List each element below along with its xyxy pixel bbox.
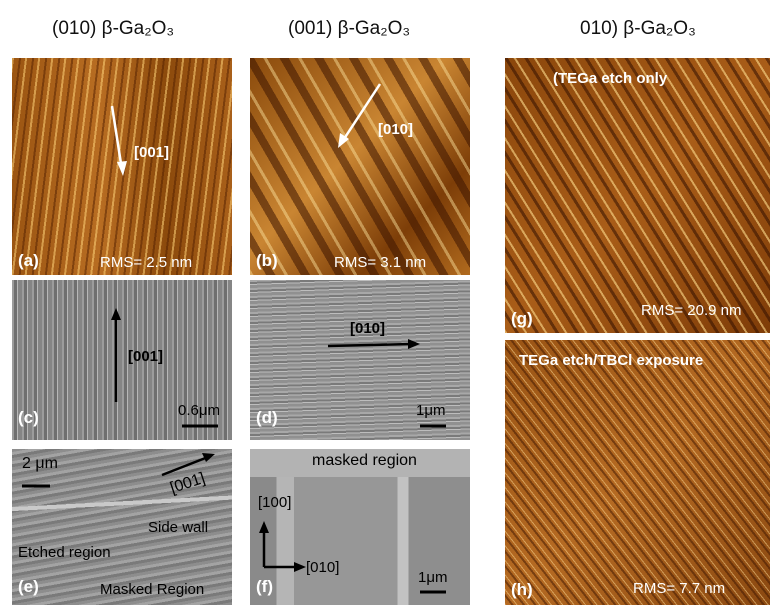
region-label: Etched region bbox=[18, 544, 111, 561]
rms-label: RMS= 3.1 nm bbox=[334, 254, 426, 271]
region-label: Masked Region bbox=[100, 581, 204, 598]
panel-caption: (TEGa etch only bbox=[553, 70, 667, 87]
region-label: Side wall bbox=[148, 519, 208, 536]
afm-image: (TEGa etch only (g) RMS= 20.9 nm bbox=[505, 58, 770, 333]
column-heading: 010) β-Ga₂O₃ bbox=[580, 18, 696, 40]
arrow bbox=[250, 58, 470, 275]
scale-label: 1μm bbox=[418, 569, 447, 586]
arrow bbox=[12, 58, 232, 275]
sem-image: 2 μm [001] Side wall Etched region Maske… bbox=[12, 449, 232, 605]
direction-label: [010] bbox=[378, 121, 413, 138]
sem-image: [010] (d) 1μm bbox=[250, 280, 470, 440]
panel-label: (e) bbox=[18, 577, 39, 597]
rms-label: RMS= 20.9 nm bbox=[641, 302, 741, 319]
figure: {"headings": ["(010) β-Ga₂O₃", "(001) β-… bbox=[0, 0, 778, 610]
panel-label: (c) bbox=[18, 408, 39, 428]
axis-label: [010] bbox=[306, 559, 339, 576]
axis-label: [100] bbox=[258, 494, 291, 511]
afm-image: TEGa etch/TBCl exposure (h) RMS= 7.7 nm bbox=[505, 340, 770, 605]
column-heading: (001) β-Ga₂O₃ bbox=[288, 18, 410, 40]
afm-image: [010] (b) RMS= 3.1 nm bbox=[250, 58, 470, 275]
direction-label: [010] bbox=[350, 320, 385, 337]
sem-image: [001] (c) 0.6μm bbox=[12, 280, 232, 440]
scale-label: 1μm bbox=[416, 402, 445, 419]
panel-label: (d) bbox=[256, 408, 278, 428]
afm-image: [001] (a) RMS= 2.5 nm bbox=[12, 58, 232, 275]
sem-image: masked region [100] [010] 1μm (f) bbox=[250, 449, 470, 605]
scale-label: 0.6μm bbox=[178, 402, 220, 419]
panel-label: (b) bbox=[256, 251, 278, 271]
panel-label: (a) bbox=[18, 251, 39, 271]
panel-label: (g) bbox=[511, 309, 533, 329]
direction-label: [001] bbox=[134, 144, 169, 161]
panel-label: (h) bbox=[511, 580, 533, 600]
panel-caption: TEGa etch/TBCl exposure bbox=[519, 352, 703, 369]
column-heading: (010) β-Ga₂O₃ bbox=[52, 18, 174, 40]
region-label: masked region bbox=[312, 452, 417, 470]
rms-label: RMS= 7.7 nm bbox=[633, 580, 725, 597]
direction-label: [001] bbox=[128, 348, 163, 365]
panel-label: (f) bbox=[256, 577, 273, 597]
rms-label: RMS= 2.5 nm bbox=[100, 254, 192, 271]
scale-label: 2 μm bbox=[22, 455, 58, 473]
